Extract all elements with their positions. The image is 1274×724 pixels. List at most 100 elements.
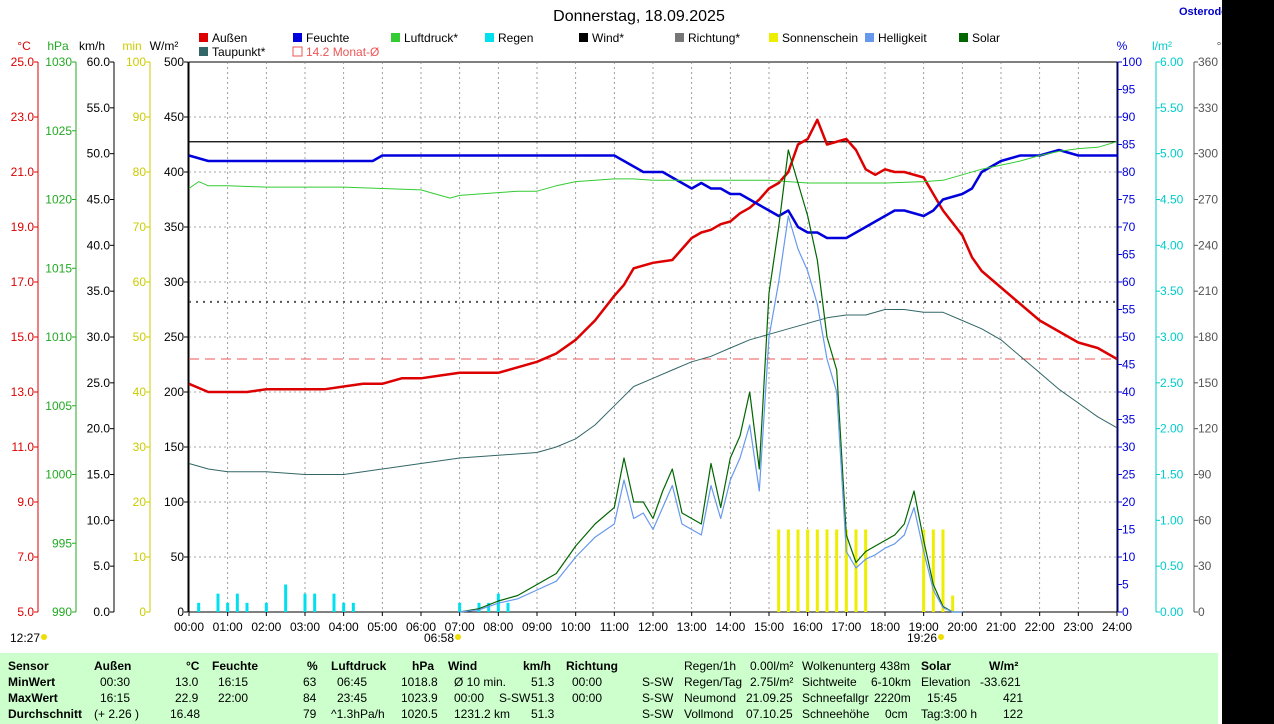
outside-min-time: 00:30 <box>100 675 131 689</box>
legend-label: Wind* <box>592 31 624 45</box>
wind-max-time: 00:00 <box>454 691 485 705</box>
direction-tick-label: 300 <box>1198 147 1218 161</box>
temp-unit-label: °C <box>17 39 31 53</box>
sun-tick-label: 30 <box>133 440 147 454</box>
wind-min-note: Ø 10 min. <box>454 675 507 689</box>
humidity-tick-label: 75 <box>1122 193 1136 207</box>
legend-swatch <box>485 33 494 42</box>
humidity-tick-label: 20 <box>1122 495 1136 509</box>
wind-avg: 51.3 <box>531 707 555 721</box>
temp-tick-label: 7.0 <box>17 550 34 564</box>
x-tick-label: 06:00 <box>406 620 436 634</box>
legend-swatch <box>769 33 778 42</box>
sun-tick-label: 70 <box>133 220 147 234</box>
rain-tick-label: 1.00 <box>1160 513 1184 527</box>
chart-axes: 00:00 01:00 02:00 03:00 04:00 05:00 06:00 07:00… <box>10 39 1222 645</box>
humidity-max: 84 <box>303 691 317 705</box>
wind-unit-label: km/h <box>79 39 105 53</box>
rain-bar <box>226 602 230 612</box>
pressure-min: 1018.8 <box>401 675 438 689</box>
temp-tick-label: 9.0 <box>17 495 34 509</box>
row-label-min: MinWert <box>8 675 56 689</box>
x-tick-label: 13:00 <box>677 620 707 634</box>
humidity-line <box>188 148 1117 240</box>
sunshine-bar <box>864 529 868 612</box>
wind-min: 51.3 <box>531 675 555 689</box>
sunshine-bar <box>854 529 858 612</box>
pressure-tick-label: 1030 <box>45 55 72 69</box>
direction-tick-label: 270 <box>1198 193 1218 207</box>
sunset-icon <box>938 634 944 640</box>
misc-value-1: 438m <box>880 659 911 673</box>
humidity-tick-label: 30 <box>1122 440 1136 454</box>
humidity-tick-label: 60 <box>1122 275 1136 289</box>
outside-avg-note: (+ 2.26 ) <box>94 707 140 721</box>
direction-tick-label: 120 <box>1198 422 1218 436</box>
wind-tick-label: 25.0 <box>87 376 111 390</box>
direction-tick-label: 60 <box>1198 513 1212 527</box>
sun-icon <box>41 634 47 640</box>
humidity-tick-label: 85 <box>1122 138 1136 152</box>
pressure-tick-label: 1025 <box>45 124 72 138</box>
temp-tick-label: 17.0 <box>11 275 35 289</box>
humidity-unit: % <box>307 659 318 673</box>
sunshine-bar <box>806 529 810 612</box>
sunrise-time-label: 06:58 <box>424 631 454 645</box>
wind-tick-label: 35.0 <box>87 284 111 298</box>
direction-tick-label: 30 <box>1198 559 1212 573</box>
temp-tick-label: 23.0 <box>11 110 35 124</box>
x-tick-label: 19:00 <box>909 620 939 634</box>
weather-chart: Donnerstag, 18.09.2025 Außen Feuchte Luftd… <box>10 8 1222 645</box>
solar-tick-label: 0 <box>177 605 184 619</box>
legend-label: Helligkeit <box>878 31 927 45</box>
temp-tick-label: 21.0 <box>11 165 35 179</box>
x-tick-label: 05:00 <box>367 620 397 634</box>
legend-swatch <box>579 33 588 42</box>
current-time-label: 12:27 <box>10 631 40 645</box>
rain-bar <box>264 602 268 612</box>
humidity-tick-label: 45 <box>1122 358 1136 372</box>
humidity-tick-label: 25 <box>1122 468 1136 482</box>
row-label-max: MaxWert <box>8 691 58 705</box>
solar-tick-label: 300 <box>164 275 184 289</box>
wind-tick-label: 30.0 <box>87 330 111 344</box>
humidity-tick-label: 0 <box>1122 605 1129 619</box>
x-tick-label: 00:00 <box>174 620 204 634</box>
rain-tick-label: 1.50 <box>1160 468 1184 482</box>
pressure-tick-label: 1005 <box>45 399 72 413</box>
outside-unit: °C <box>186 659 200 673</box>
humidity-tick-label: 50 <box>1122 330 1136 344</box>
x-tick-label: 17:00 <box>831 620 861 634</box>
sun-tick-label: 100 <box>126 55 146 69</box>
direction-max: S-SW <box>642 691 674 705</box>
x-tick-label: 23:00 <box>1063 620 1093 634</box>
solar-unit-label: W/m² <box>150 39 179 53</box>
wind-tick-label: 55.0 <box>87 101 111 115</box>
row-label-sensor: Sensor <box>8 659 49 673</box>
wind-tick-label: 5.0 <box>93 559 110 573</box>
humidity-tick-label: 100 <box>1122 55 1142 69</box>
solar-tick-label: 50 <box>171 550 185 564</box>
pressure-tick-label: 990 <box>52 605 72 619</box>
rain-value-4: 07.10.25 <box>746 707 793 721</box>
legend-label: 14.2 Monat-Ø <box>306 45 379 59</box>
sun-tick-label: 10 <box>133 550 147 564</box>
pressure-line <box>188 141 1118 199</box>
temp-tick-label: 19.0 <box>11 220 35 234</box>
direction-unit-label: ° <box>1217 39 1222 53</box>
direction-min-time: 00:00 <box>572 675 603 689</box>
rain-tick-label: 6.00 <box>1160 55 1184 69</box>
rain-label-2: Regen/Tag <box>684 675 743 689</box>
rain-bar <box>342 602 346 612</box>
sun-tick-label: 80 <box>133 165 147 179</box>
rain-tick-label: 2.50 <box>1160 376 1184 390</box>
rain-tick-label: 0.50 <box>1160 559 1184 573</box>
station-name[interactable]: Osterode <box>1179 6 1228 18</box>
stats-table: Sensor MinWert MaxWert Durchschnitt Auße… <box>0 653 1218 724</box>
rain-value-2: 2.75l/m² <box>750 675 794 689</box>
legend-label: Taupunkt* <box>212 45 266 59</box>
solar-tick-label: 100 <box>164 495 184 509</box>
misc-label-3: Schneefallgr <box>802 691 869 705</box>
x-tick-label: 07:00 <box>445 620 475 634</box>
direction-tick-label: 90 <box>1198 468 1212 482</box>
